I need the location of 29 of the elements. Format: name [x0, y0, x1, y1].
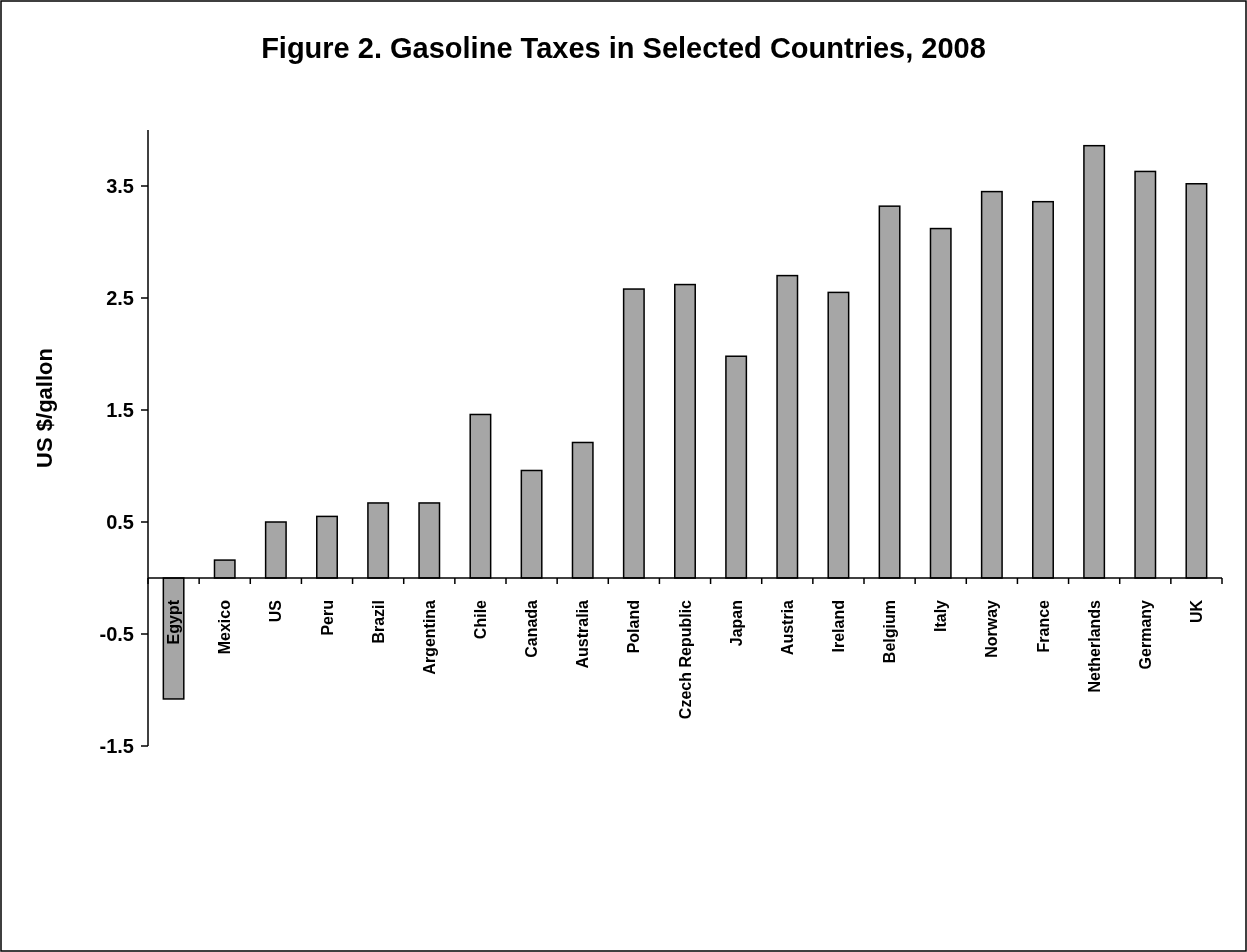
x-tick-label: Czech Republic: [676, 599, 694, 720]
y-tick-label: -0.5: [99, 623, 134, 645]
y-tick-label: 1.5: [106, 399, 134, 421]
x-tick-label: Canada: [523, 599, 541, 658]
y-tick-label: 3.5: [106, 175, 134, 197]
x-tick-label: Austria: [778, 599, 796, 656]
y-tick-label: 0.5: [106, 511, 134, 533]
y-axis-title: US $/gallon: [32, 348, 57, 468]
x-tick-label: Mexico: [216, 599, 234, 655]
x-tick-label: Argentina: [420, 599, 438, 675]
x-tick-label: Belgium: [881, 600, 899, 664]
chart-title: Figure 2. Gasoline Taxes in Selected Countries, 2008: [261, 32, 986, 64]
x-tick-label: UK: [1188, 599, 1206, 624]
x-tick-label: Peru: [318, 600, 336, 636]
x-tick-label: Australia: [574, 599, 592, 669]
x-tick-label: Japan: [727, 600, 745, 647]
x-tick-label: France: [1034, 599, 1052, 653]
x-tick-label: Ireland: [830, 600, 848, 653]
x-tick-label: Poland: [625, 600, 643, 654]
y-tick-label: -1.5: [99, 735, 134, 757]
x-tick-label: US: [267, 599, 285, 623]
x-tick-label: Netherlands: [1085, 599, 1103, 693]
x-tick-label: Italy: [932, 599, 950, 633]
x-tick-label: Germany: [1136, 599, 1154, 670]
x-tick-label: Norway: [983, 599, 1001, 658]
y-tick-label: 2.5: [106, 287, 134, 309]
x-tick-label: Brazil: [369, 600, 387, 644]
x-tick-label: Chile: [472, 599, 490, 640]
x-tick-label: Egypt: [165, 599, 183, 645]
